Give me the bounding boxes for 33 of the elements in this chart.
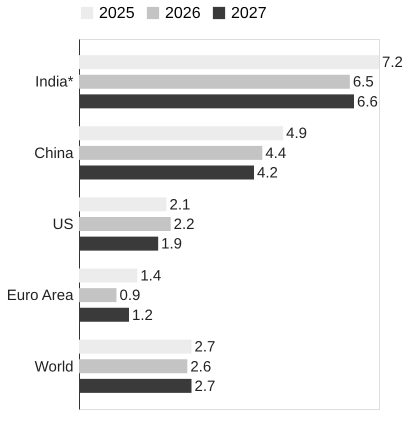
bar [79, 217, 171, 231]
data-label: 6.6 [357, 93, 378, 110]
data-label: 7.2 [382, 54, 403, 72]
data-label: 4.4 [265, 144, 286, 162]
legend-label: 2026 [165, 5, 201, 22]
bar [79, 146, 262, 160]
y-tick-label: World [34, 358, 74, 376]
bar [79, 340, 192, 354]
bar [79, 74, 350, 89]
data-label: 4.2 [257, 164, 278, 182]
data-label: 1.2 [132, 306, 153, 324]
bar [79, 126, 284, 140]
data-label: 2.6 [190, 358, 212, 376]
data-label: 1.4 [140, 268, 162, 285]
data-label: 2.7 [194, 338, 216, 356]
bar [79, 197, 166, 212]
data-label: 4.9 [286, 125, 308, 142]
y-tick-label: China [34, 144, 74, 162]
y-tick-label: India* [35, 74, 74, 91]
y-tick-label: Euro Area [6, 287, 74, 304]
data-label: 2.7 [194, 378, 216, 395]
bar [79, 55, 379, 70]
data-label: 0.9 [120, 287, 140, 304]
bar [79, 359, 188, 374]
data-label: 2.2 [174, 216, 195, 233]
y-tick-label: US [52, 216, 74, 233]
bar [79, 288, 116, 302]
legend-label: 2027 [231, 5, 267, 22]
data-label: 6.5 [352, 74, 374, 91]
legend-label: 2025 [99, 5, 135, 22]
data-label: 2.1 [170, 196, 190, 214]
bar [79, 268, 138, 283]
data-label: 1.9 [161, 236, 182, 253]
